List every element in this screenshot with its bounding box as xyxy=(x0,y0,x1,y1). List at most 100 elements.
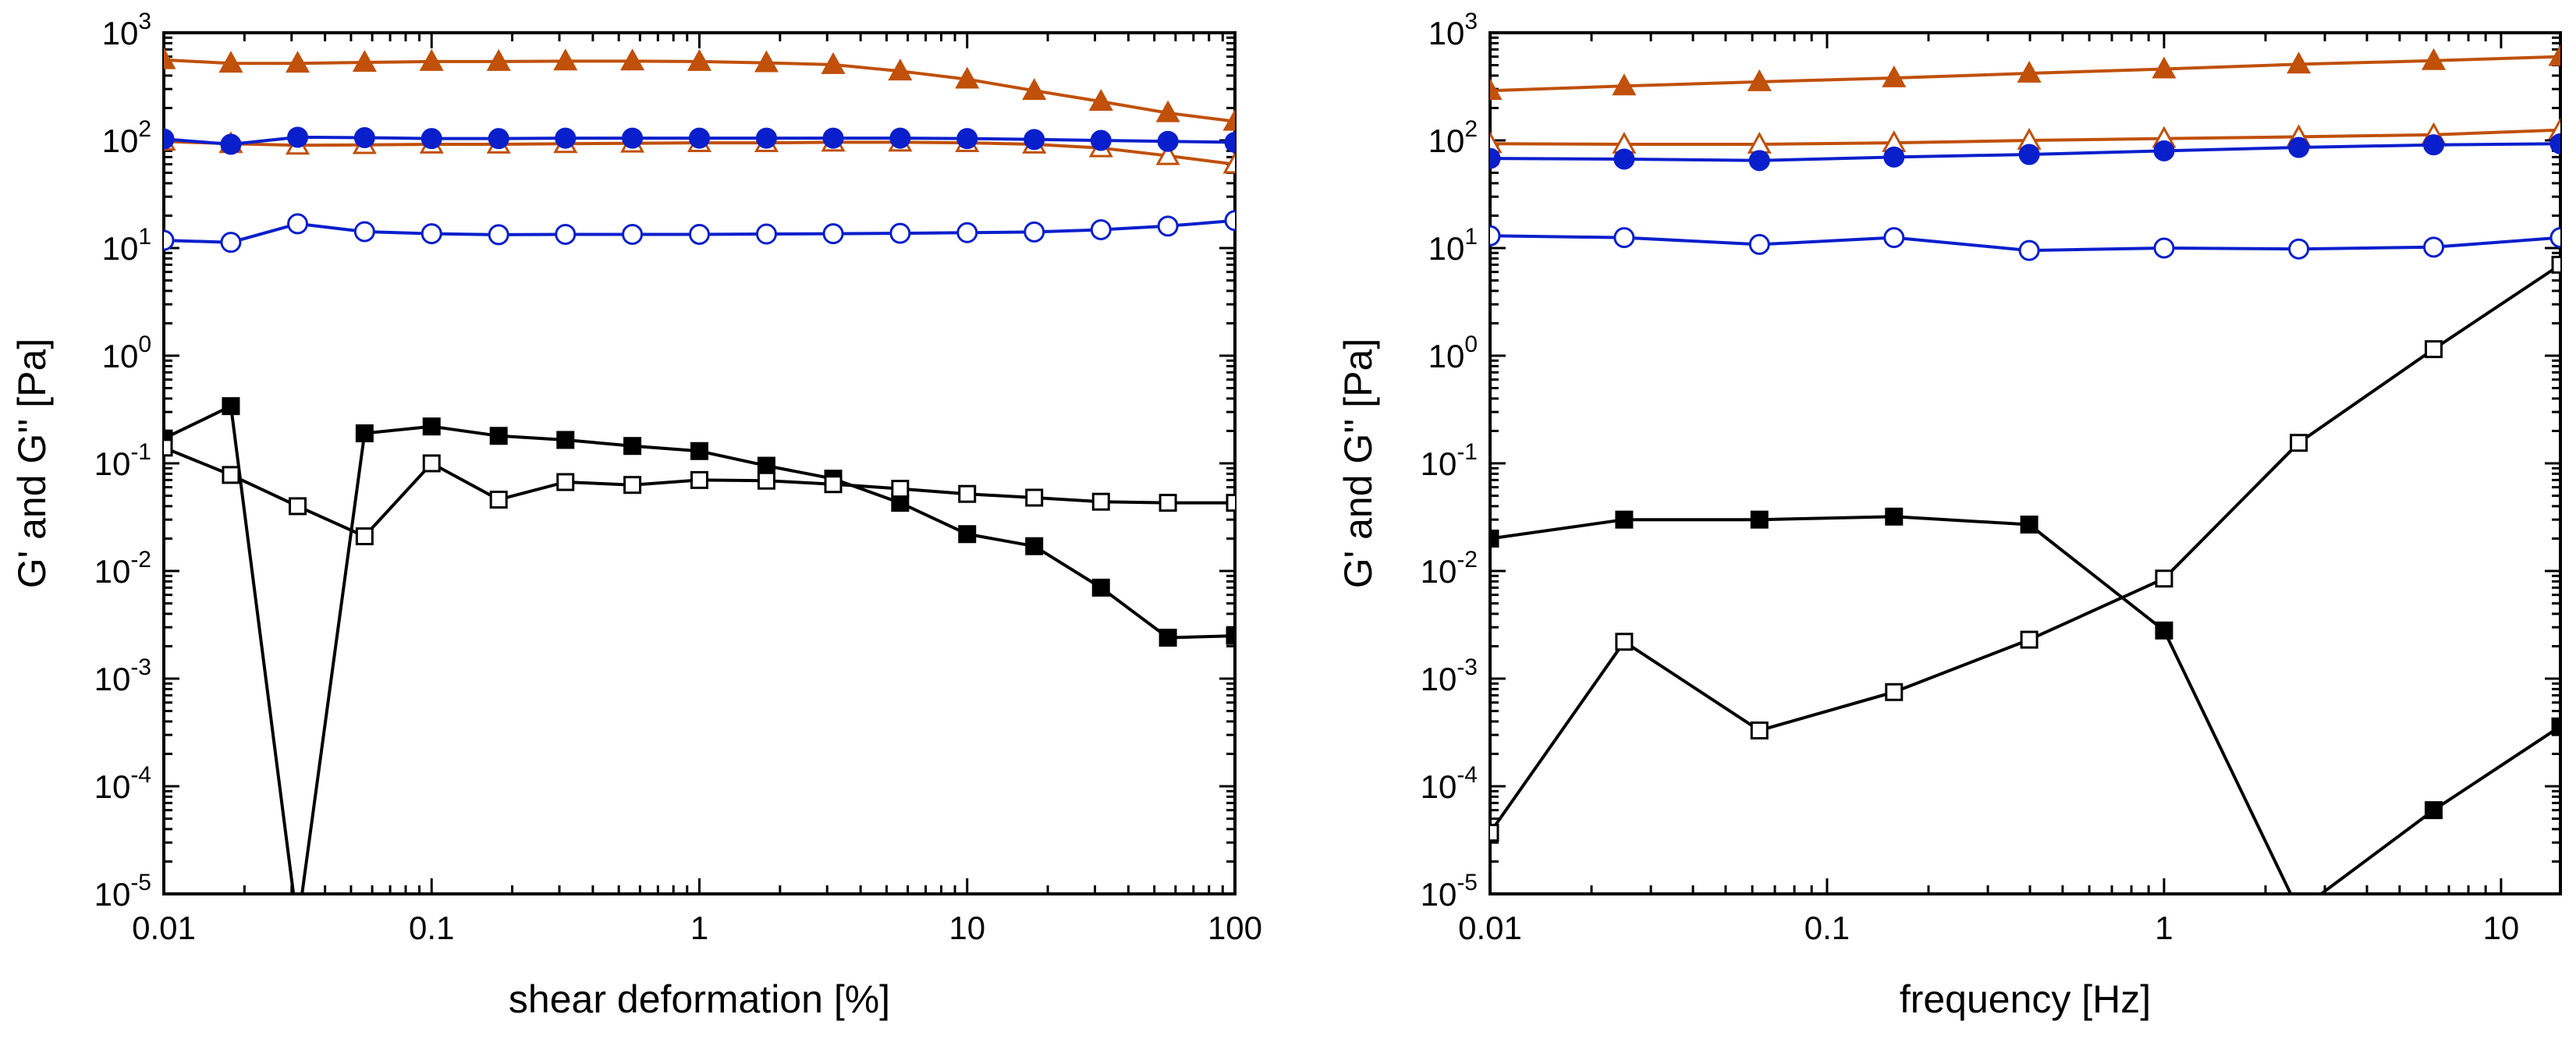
y-tick-label: 10-5 xyxy=(1421,870,1478,913)
data-point-orange-filled-triangle xyxy=(2017,60,2042,83)
y-tick-base: 10 xyxy=(94,445,131,482)
data-point-blue-open-circle xyxy=(622,223,644,245)
data-point-black-open-square xyxy=(2020,630,2038,649)
x-tick-label: 100 xyxy=(1208,910,1262,946)
x-tick-label: 0.01 xyxy=(132,910,196,946)
data-point-blue-filled-circle xyxy=(1157,130,1179,152)
x-axis-title: frequency [Hz] xyxy=(1900,977,2151,1021)
data-point-blue-filled-circle xyxy=(822,127,844,149)
data-point-black-filled-square xyxy=(1226,626,1235,645)
x-tick-label: 0.1 xyxy=(1804,910,1850,946)
data-point-blue-filled-circle xyxy=(1090,129,1112,151)
data-point-black-filled-square xyxy=(2291,902,2307,918)
y-tick-label: 10-1 xyxy=(94,439,151,482)
data-point-blue-open-circle xyxy=(1024,221,1045,243)
y-tick-label: 10-2 xyxy=(1421,547,1478,590)
data-point-black-open-square xyxy=(1091,492,1110,511)
data-point-blue-filled-circle xyxy=(1613,148,1635,170)
y-tick-exponent: 1 xyxy=(1464,224,1478,250)
data-point-orange-filled-triangle xyxy=(1088,88,1113,111)
y-tick-base: 10 xyxy=(1421,661,1457,697)
y-tick-exponent: -4 xyxy=(1457,762,1478,788)
data-point-black-open-square xyxy=(958,484,977,503)
data-point-orange-filled-triangle xyxy=(164,47,176,69)
y-tick-exponent: 2 xyxy=(138,116,151,142)
data-point-blue-filled-circle xyxy=(689,127,710,149)
data-point-orange-filled-triangle xyxy=(1490,78,1503,101)
data-point-blue-open-circle xyxy=(1748,233,1770,255)
data-point-blue-filled-circle xyxy=(1490,147,1501,169)
data-point-blue-filled-circle xyxy=(889,127,911,149)
data-point-black-filled-square xyxy=(422,417,441,436)
y-tick-exponent: 0 xyxy=(138,332,151,357)
data-point-blue-open-circle xyxy=(555,223,577,245)
data-point-orange-filled-triangle xyxy=(687,48,712,71)
x-axis-title: shear deformation [%] xyxy=(509,977,890,1021)
data-point-blue-filled-circle xyxy=(1748,150,1770,172)
y-tick-base: 10 xyxy=(1428,15,1465,51)
data-point-black-open-square xyxy=(757,471,775,490)
data-point-black-open-square xyxy=(2290,434,2308,452)
data-point-blue-open-circle xyxy=(353,221,375,243)
data-point-blue-open-circle xyxy=(420,223,442,245)
x-tick-label: 10 xyxy=(2483,910,2520,946)
series-line-black-filled-square xyxy=(1490,515,2560,894)
data-point-black-open-square xyxy=(422,454,441,473)
data-point-blue-filled-circle xyxy=(2018,144,2040,165)
data-point-orange-filled-triangle xyxy=(2287,51,2312,74)
y-tick-label: 103 xyxy=(1428,9,1478,51)
data-point-blue-filled-circle xyxy=(353,127,375,149)
data-point-black-open-square xyxy=(1490,824,1499,842)
data-point-orange-filled-triangle xyxy=(352,49,377,72)
x-tick-label: 0.01 xyxy=(1458,910,1522,946)
data-point-blue-open-circle xyxy=(1490,225,1501,246)
data-point-blue-open-circle xyxy=(755,223,777,245)
y-tick-label: 100 xyxy=(102,332,151,374)
data-point-black-open-square xyxy=(1158,494,1177,512)
data-point-blue-open-circle xyxy=(2288,238,2310,260)
data-point-black-filled-square xyxy=(556,431,575,449)
plot-frame xyxy=(162,31,1237,895)
data-point-blue-filled-circle xyxy=(2288,137,2310,158)
data-point-black-open-square xyxy=(1615,633,1634,651)
data-point-blue-open-circle xyxy=(2423,236,2445,258)
data-point-black-filled-square xyxy=(757,456,775,475)
data-point-black-filled-square xyxy=(222,397,240,416)
data-point-black-filled-square xyxy=(623,437,642,456)
data-point-blue-filled-circle xyxy=(1224,131,1235,153)
y-tick-exponent: -5 xyxy=(1457,870,1478,895)
data-point-black-open-square xyxy=(1750,721,1769,739)
data-point-black-open-square xyxy=(2155,569,2173,588)
data-point-black-open-square xyxy=(690,470,708,489)
data-point-blue-open-circle xyxy=(164,229,175,251)
data-point-orange-open-triangle xyxy=(1155,143,1180,165)
data-point-blue-open-circle xyxy=(2153,237,2175,259)
data-point-orange-filled-triangle xyxy=(2152,56,2177,79)
data-point-black-open-square xyxy=(489,491,508,509)
data-point-black-open-square xyxy=(2551,255,2560,274)
data-point-black-filled-square xyxy=(2155,621,2173,640)
y-tick-base: 10 xyxy=(1428,122,1465,159)
data-point-blue-open-circle xyxy=(889,222,911,244)
y-tick-exponent: 3 xyxy=(138,9,151,34)
data-point-black-filled-square xyxy=(489,427,508,445)
data-point-blue-filled-circle xyxy=(956,128,978,150)
data-point-black-filled-square xyxy=(2551,717,2560,736)
data-point-blue-open-circle xyxy=(287,213,309,235)
y-tick-base: 10 xyxy=(94,876,131,913)
data-point-black-open-square xyxy=(289,497,307,516)
data-point-orange-filled-triangle xyxy=(486,48,511,71)
shear-deformation-chart: 0.01 0.1 1 10 10010-510-410-310-210-11001011… xyxy=(10,9,1262,1021)
data-point-black-open-square xyxy=(891,480,910,498)
data-point-blue-open-circle xyxy=(2549,227,2560,249)
data-point-blue-open-circle xyxy=(488,224,509,246)
data-point-blue-open-circle xyxy=(1090,219,1112,241)
data-point-blue-open-circle xyxy=(2018,239,2040,261)
data-point-blue-filled-circle xyxy=(420,128,442,150)
data-point-black-open-square xyxy=(1025,488,1044,507)
y-tick-base: 10 xyxy=(94,553,131,590)
y-tick-exponent: -5 xyxy=(130,870,151,895)
y-tick-label: 10-5 xyxy=(94,870,151,913)
data-point-black-open-square xyxy=(2425,340,2443,359)
